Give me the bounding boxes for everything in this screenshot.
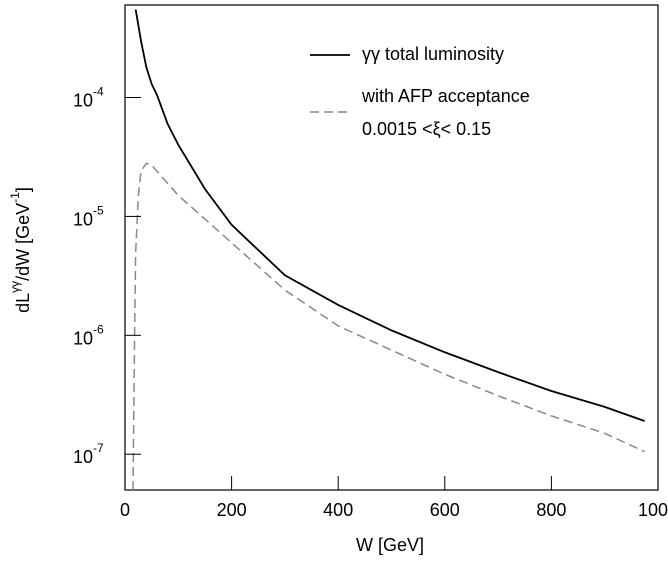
plot-frame: [124, 4, 659, 491]
y-label-part: dL: [13, 293, 33, 313]
legend-label: with AFP acceptance: [361, 86, 530, 106]
y-tick-label: 10-6: [73, 322, 104, 348]
y-tick-base: 10: [73, 328, 93, 348]
y-label-part: /dW [GeV: [13, 203, 33, 281]
plot-area: [132, 9, 645, 490]
y-tick-exponent: -4: [93, 85, 104, 99]
x-tick-label: 400: [323, 500, 353, 520]
legend-label: γγ total luminosity: [362, 44, 504, 64]
y-tick-exponent: -5: [93, 204, 104, 218]
x-tick-label: 600: [430, 500, 460, 520]
legend-note: 0.0015 <ξ< 0.15: [362, 119, 491, 139]
x-axis-label: W [GeV]: [356, 535, 424, 555]
y-tick-exponent: -7: [93, 441, 104, 455]
y-tick-base: 10: [73, 90, 93, 110]
y-tick-label: 10-7: [73, 441, 104, 467]
y-tick-exponent: -6: [93, 322, 104, 336]
y-tick-label: 10-5: [73, 204, 104, 230]
series-line: [134, 9, 645, 422]
y-tick-base: 10: [73, 447, 93, 467]
x-tick-label: 200: [217, 500, 247, 520]
y-axis-label: dLγγ/dW [GeV-1]: [8, 187, 33, 313]
y-label-part: ]: [13, 187, 33, 192]
x-tick-label: 0: [120, 500, 130, 520]
y-label-sup: γγ: [8, 281, 22, 293]
series-line: [132, 162, 645, 490]
y-label-sup: -1: [8, 192, 22, 203]
x-tick-label: 1000: [638, 500, 668, 520]
x-tick-label: 800: [536, 500, 566, 520]
y-tick-label: 10-4: [73, 85, 104, 111]
y-tick-base: 10: [73, 209, 93, 229]
